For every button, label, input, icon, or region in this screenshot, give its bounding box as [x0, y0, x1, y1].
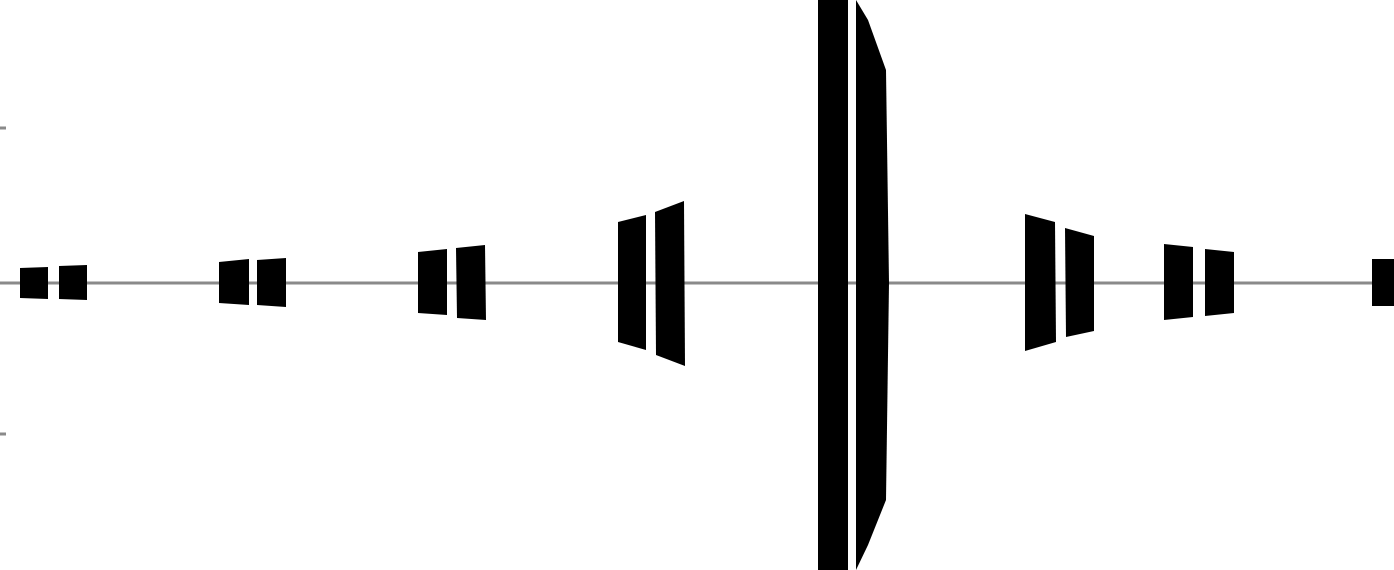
pulse-pair-4-right	[655, 201, 685, 366]
pulse-right-edge	[1372, 259, 1394, 306]
pulse-pair-3-left	[418, 249, 447, 315]
central-pulse-taper	[856, 0, 889, 570]
pulse-pair-6-right	[1205, 249, 1234, 316]
pulse-pair-2-left	[219, 259, 249, 305]
pulse-pair-5-right	[1065, 228, 1094, 337]
pulse-pair-2-right	[257, 258, 286, 307]
pulse-pair-3-right	[456, 245, 486, 320]
pulse-pair-4-left	[618, 215, 646, 350]
pulse-pair-1-right	[59, 265, 87, 300]
pulse-pair-6-left	[1164, 244, 1193, 320]
central-pulse-bar	[818, 0, 848, 570]
pulse-pair-5-left	[1025, 214, 1056, 351]
pulse-pair-1-left	[20, 267, 48, 299]
